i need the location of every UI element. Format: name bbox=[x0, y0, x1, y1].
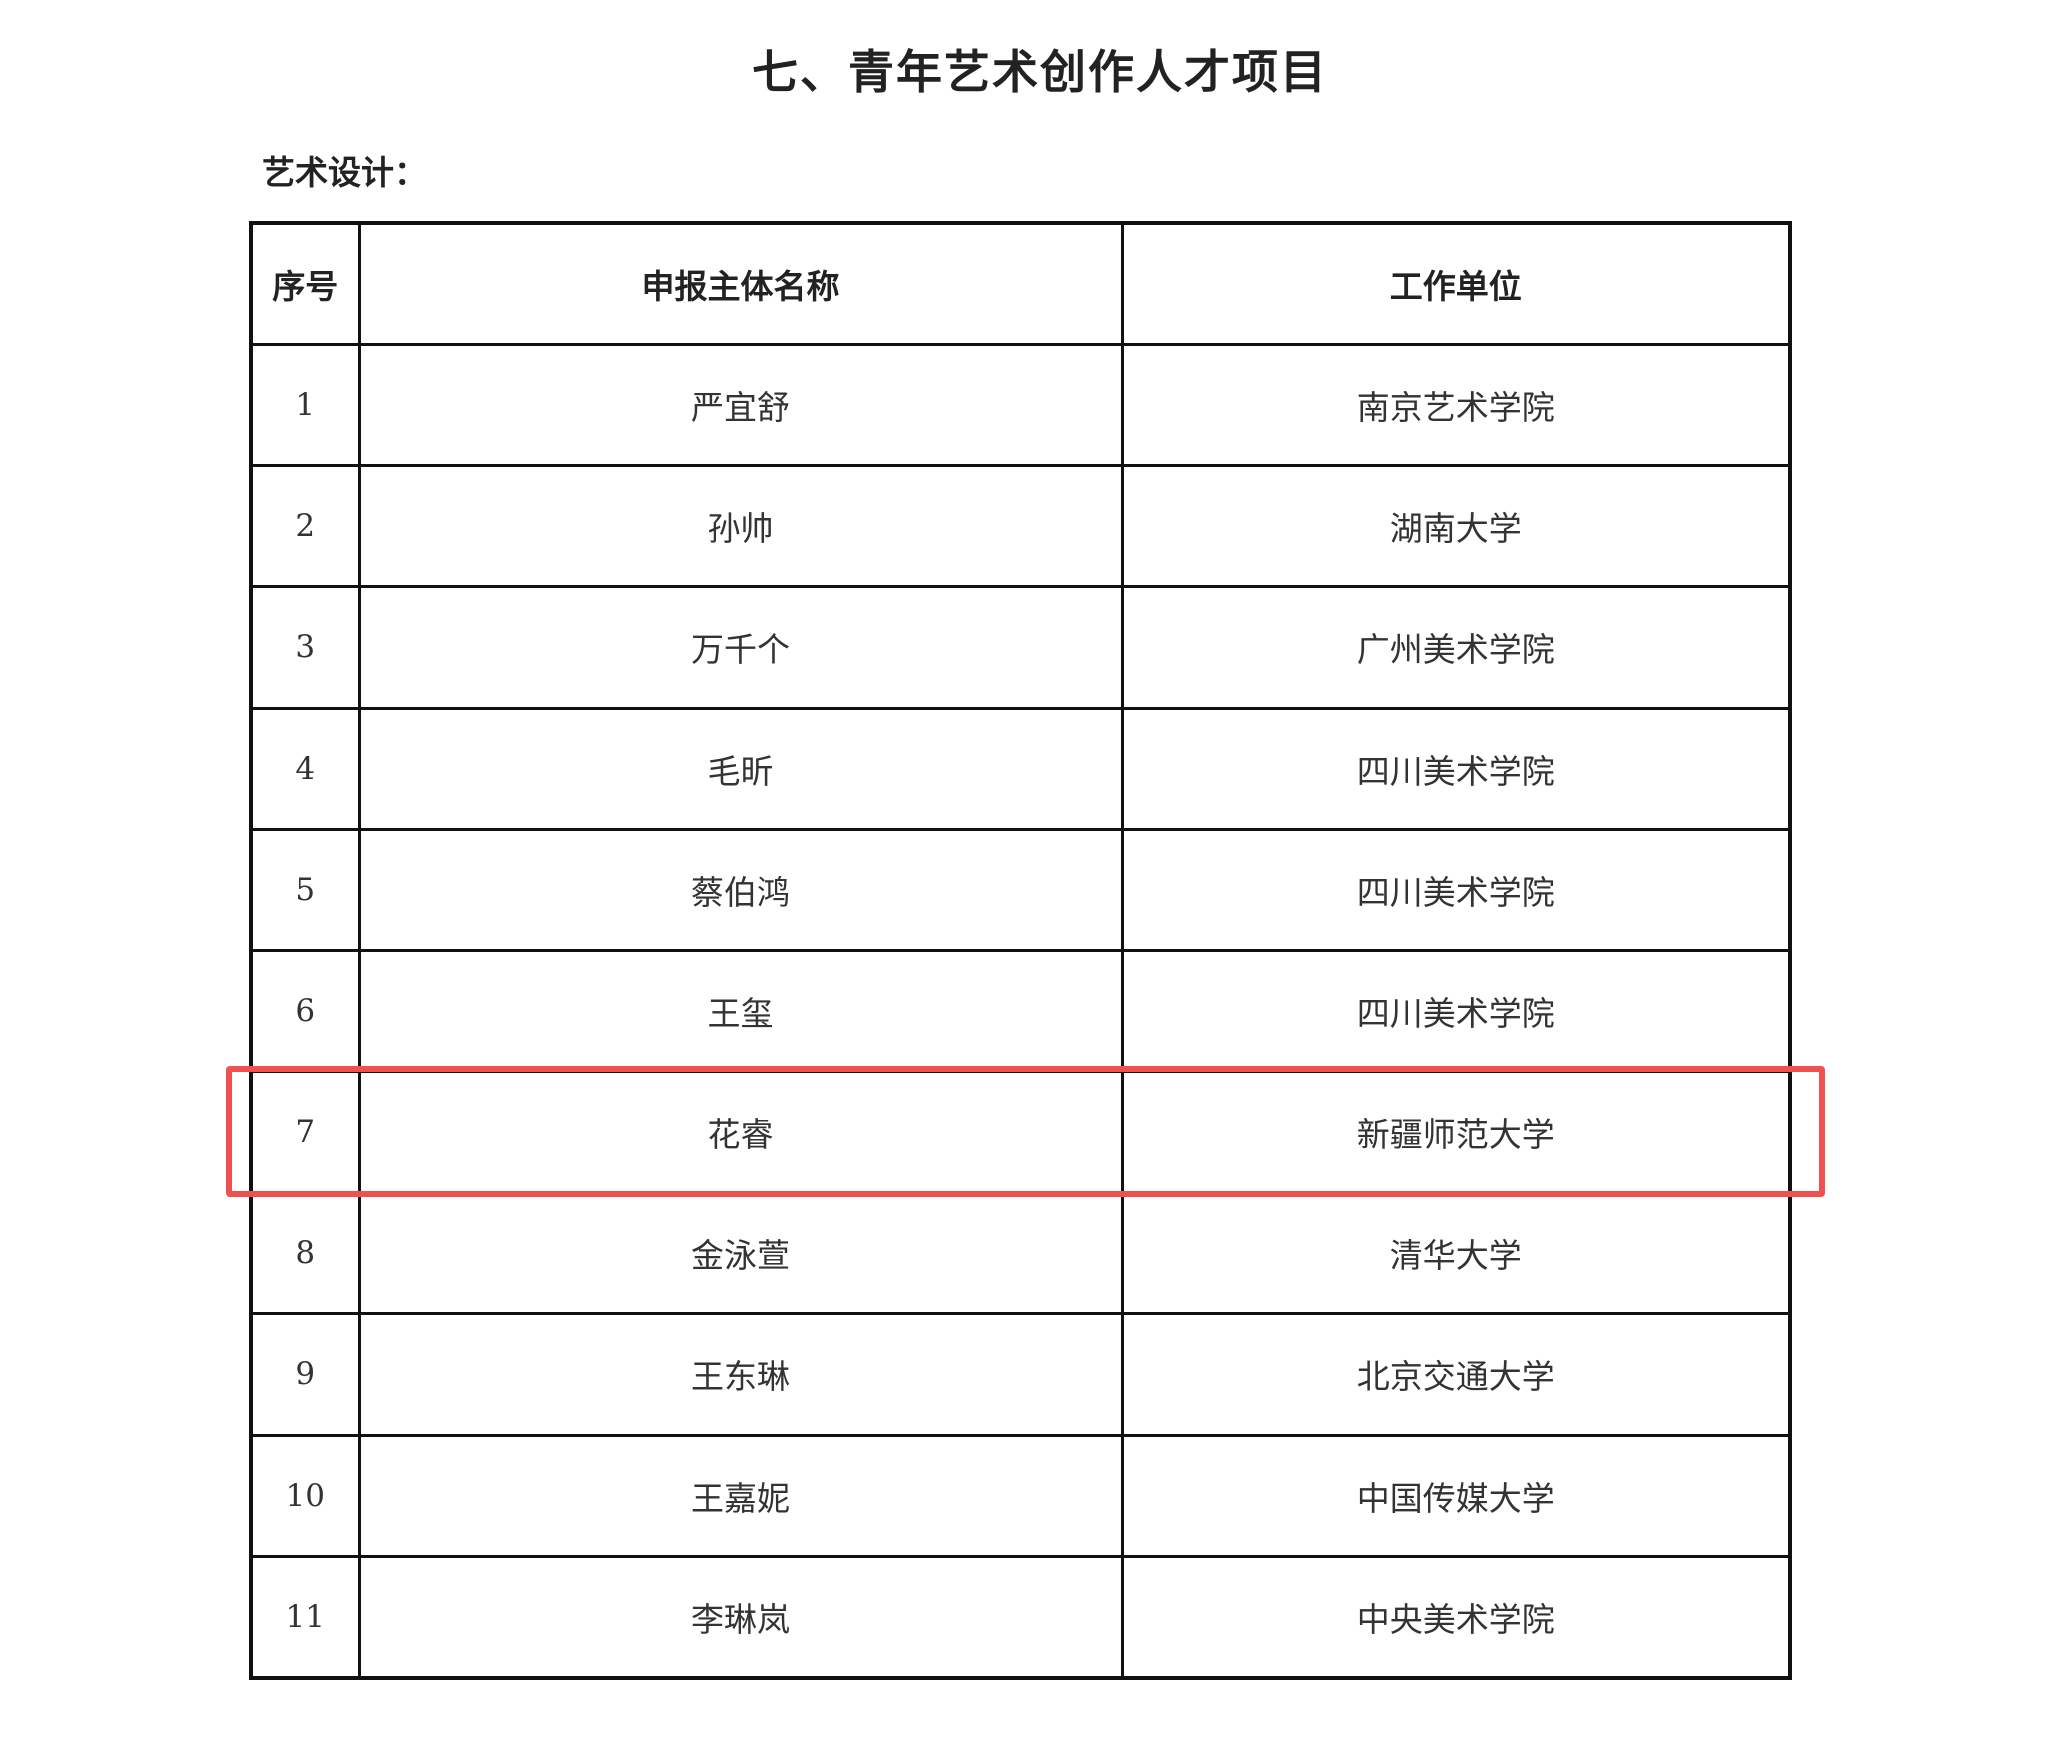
table-row: 8 金泳萱 清华大学 bbox=[249, 1191, 1792, 1316]
cell-unit: 新疆师范大学 bbox=[1120, 1070, 1792, 1195]
header-unit: 工作单位 bbox=[1120, 221, 1792, 346]
cell-name: 李琳岚 bbox=[357, 1554, 1124, 1680]
cell-index: 10 bbox=[249, 1433, 361, 1558]
cell-index: 5 bbox=[249, 827, 361, 952]
cell-name: 严宜舒 bbox=[357, 342, 1124, 468]
cell-name: 金泳萱 bbox=[357, 1191, 1124, 1316]
cell-index: 9 bbox=[249, 1312, 361, 1437]
table-row: 4 毛昕 四川美术学院 bbox=[249, 706, 1792, 831]
cell-name: 王嘉妮 bbox=[357, 1433, 1124, 1558]
cell-name: 毛昕 bbox=[357, 706, 1124, 831]
section-label: 艺术设计： bbox=[262, 153, 427, 192]
cell-name: 王东琳 bbox=[357, 1312, 1124, 1437]
cell-name: 花睿 bbox=[357, 1070, 1124, 1195]
cell-index: 4 bbox=[249, 706, 361, 831]
cell-unit: 南京艺术学院 bbox=[1120, 342, 1792, 468]
awardee-table: 序号 申报主体名称 工作单位 1 严宜舒 南京艺术学院 2 孙帅 湖南大学 3 万千个 广州美术… bbox=[249, 221, 1792, 1680]
header-index: 序号 bbox=[249, 221, 361, 346]
cell-index: 11 bbox=[249, 1554, 361, 1680]
header-name: 申报主体名称 bbox=[357, 221, 1124, 346]
cell-index: 8 bbox=[249, 1191, 361, 1316]
document-title: 七、青年艺术创作人才项目 bbox=[752, 45, 1328, 99]
table-row: 10 王嘉妮 中国传媒大学 bbox=[249, 1433, 1792, 1558]
table-row: 11 李琳岚 中央美术学院 bbox=[249, 1554, 1792, 1680]
cell-unit: 中央美术学院 bbox=[1120, 1554, 1792, 1680]
table-row: 6 王玺 四川美术学院 bbox=[249, 948, 1792, 1074]
cell-index: 7 bbox=[249, 1070, 361, 1195]
cell-index: 3 bbox=[249, 585, 361, 710]
cell-unit: 中国传媒大学 bbox=[1120, 1433, 1792, 1558]
table-row: 9 王东琳 北京交通大学 bbox=[249, 1312, 1792, 1437]
cell-unit: 湖南大学 bbox=[1120, 464, 1792, 589]
cell-unit: 四川美术学院 bbox=[1120, 827, 1792, 952]
table-row: 1 严宜舒 南京艺术学院 bbox=[249, 342, 1792, 468]
cell-name: 万千个 bbox=[357, 585, 1124, 710]
cell-unit: 四川美术学院 bbox=[1120, 706, 1792, 831]
table-header-row: 序号 申报主体名称 工作单位 bbox=[249, 221, 1792, 346]
cell-name: 孙帅 bbox=[357, 464, 1124, 589]
table-row: 2 孙帅 湖南大学 bbox=[249, 464, 1792, 589]
cell-index: 6 bbox=[249, 948, 361, 1074]
table-row: 7 花睿 新疆师范大学 bbox=[249, 1070, 1792, 1195]
cell-name: 王玺 bbox=[357, 948, 1124, 1074]
table-row: 5 蔡伯鸿 四川美术学院 bbox=[249, 827, 1792, 952]
cell-unit: 广州美术学院 bbox=[1120, 585, 1792, 710]
table-row: 3 万千个 广州美术学院 bbox=[249, 585, 1792, 710]
cell-unit: 四川美术学院 bbox=[1120, 948, 1792, 1074]
cell-name: 蔡伯鸿 bbox=[357, 827, 1124, 952]
cell-index: 2 bbox=[249, 464, 361, 589]
cell-index: 1 bbox=[249, 342, 361, 468]
cell-unit: 北京交通大学 bbox=[1120, 1312, 1792, 1437]
cell-unit: 清华大学 bbox=[1120, 1191, 1792, 1316]
